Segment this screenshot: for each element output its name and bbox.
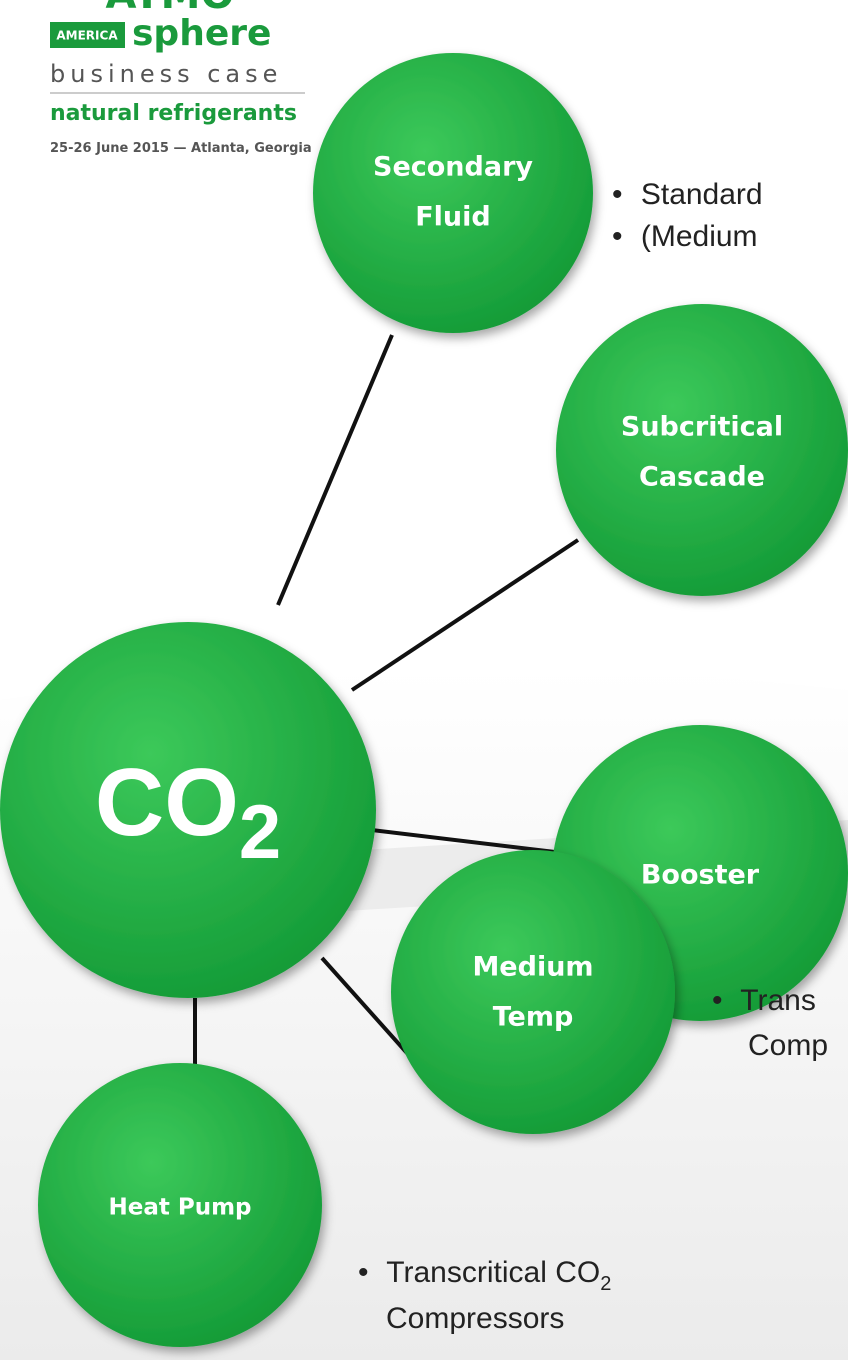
node: Medium Temp (391, 850, 675, 1134)
node-label: Heat Pump (108, 1195, 251, 1221)
node: CO2 (0, 622, 376, 998)
logo-region: AMERICA (56, 29, 118, 43)
node-label: Secondary (373, 152, 533, 183)
logo-topic: natural refrigerants (50, 101, 297, 126)
logo-suffix: sphere (132, 13, 271, 54)
node-circle (391, 850, 675, 1134)
node-circle (556, 304, 848, 596)
page: ATMO AMERICA sphere business case natura… (0, 0, 848, 1360)
node-label: Medium (472, 952, 593, 983)
bullet-text: Standard (641, 178, 763, 211)
logo: ATMO AMERICA sphere business case natura… (50, 0, 312, 156)
center-subscript: 2 (239, 790, 281, 875)
bullet-subscript: 2 (600, 1273, 611, 1295)
node-circle (313, 53, 593, 333)
node: Heat Pump (38, 1063, 322, 1347)
bullet: • Standard (612, 178, 763, 211)
node-label: Cascade (639, 462, 765, 493)
logo-tagline: business case (50, 60, 282, 88)
link (278, 335, 392, 605)
logo-event: 25-26 June 2015 — Atlanta, Georgia (50, 141, 312, 156)
bullet: • (Medium (612, 220, 758, 253)
node-label: Temp (493, 1002, 574, 1033)
node-label: Booster (641, 860, 760, 891)
slide: ATMO AMERICA sphere business case natura… (0, 0, 848, 1360)
bullet-text: Trans (740, 984, 816, 1017)
bullet-text: Transcritical CO (386, 1256, 600, 1289)
bullet-continuation: Comp (748, 1029, 828, 1062)
center-text: CO (95, 749, 239, 856)
node: Subcritical Cascade (556, 304, 848, 596)
node: Secondary Fluid (313, 53, 593, 333)
bullet: • Trans (712, 984, 816, 1017)
node-label: Subcritical (621, 412, 783, 443)
bullet-text: (Medium (641, 220, 758, 253)
node-label: Fluid (415, 202, 491, 233)
bullet-continuation: Compressors (386, 1302, 564, 1335)
